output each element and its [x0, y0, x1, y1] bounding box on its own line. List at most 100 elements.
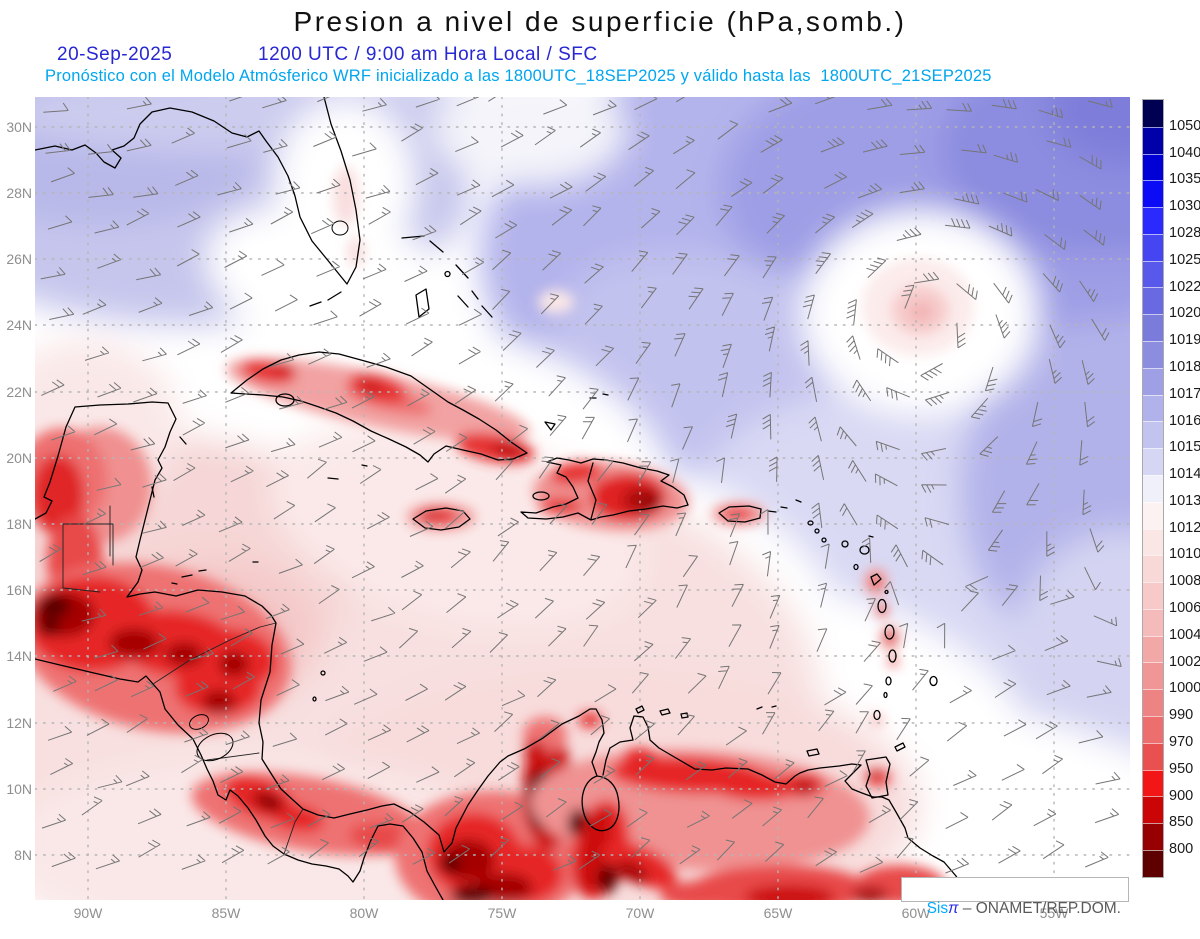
- coast-trinidad: [865, 756, 891, 799]
- colorbar-tick-label: 1010: [1169, 546, 1200, 563]
- coast-caymans: [327, 464, 368, 480]
- colorbar-tick-label: 1025: [1169, 251, 1200, 268]
- colorbar-segment: [1143, 849, 1163, 877]
- colorbar-segment: [1143, 608, 1163, 636]
- colorbar-tick-label: 1002: [1169, 653, 1200, 670]
- colorbar-tick-label: 1017: [1169, 385, 1200, 402]
- colorbar-segment: [1143, 474, 1163, 502]
- colorbar-tick-label: 1019: [1169, 332, 1200, 349]
- colorbar-tick-label: 1028: [1169, 224, 1200, 241]
- colorbar-tick-label: 1016: [1169, 412, 1200, 429]
- colorbar-segment: [1143, 341, 1163, 368]
- lon-tick-label: 80W: [349, 905, 379, 921]
- graticule: [35, 97, 1130, 900]
- colorbar-tick-label: 1004: [1169, 626, 1200, 643]
- lat-tick-label: 28N: [6, 185, 32, 201]
- colorbar-tick-label: 1030: [1169, 198, 1200, 215]
- colorbar-tick-label: 1000: [1169, 680, 1200, 697]
- watermark-rest: – ONAMET/REP.DOM.: [958, 900, 1121, 917]
- wind-barbs: [39, 97, 1122, 874]
- lat-tick-label: 10N: [6, 781, 32, 797]
- colorbar-segment: [1143, 662, 1163, 690]
- colorbar-segment: [1143, 287, 1163, 315]
- colorbar-tick-label: 1015: [1169, 439, 1200, 456]
- colorbar-tick-label: 900: [1169, 787, 1194, 804]
- colorbar-tick-label: 1040: [1169, 144, 1200, 161]
- colorbar-segment: [1143, 367, 1163, 395]
- colorbar-tick-label: 990: [1169, 707, 1194, 724]
- lat-tick-label: 14N: [6, 648, 32, 664]
- lat-tick-label: 20N: [6, 450, 32, 466]
- coast-lake-okeechobee: [331, 220, 349, 236]
- lon-tick-label: 75W: [487, 905, 517, 921]
- coast-jamaica: [412, 507, 471, 531]
- coast-hispaniola: [520, 457, 689, 521]
- colorbar-segment: [1143, 100, 1163, 127]
- lon-tick-label: 90W: [73, 905, 103, 921]
- lat-tick-label: 18N: [6, 516, 32, 532]
- watermark-badge: Sisπ – ONAMET/REP.DOM.: [901, 877, 1129, 917]
- page-title: Presion a nivel de superficie (hPa,somb.…: [293, 6, 907, 37]
- colorbar-segment: [1143, 260, 1163, 288]
- colorbar-tick-label: 1020: [1169, 305, 1200, 322]
- colorbar-tick-label: 1013: [1169, 492, 1200, 509]
- coast-gulf-florida: [35, 97, 361, 307]
- colorbar-segment: [1143, 555, 1163, 583]
- lon-tick-label: 60W: [894, 906, 938, 920]
- coast-bahamas: [401, 235, 609, 431]
- colorbar-tick-label: 1006: [1169, 600, 1200, 617]
- lat-tick-label: 22N: [6, 384, 32, 400]
- colorbar-segment: [1143, 823, 1163, 850]
- colorbar-segment: [1143, 715, 1163, 743]
- colorbar-segment: [1143, 582, 1163, 609]
- colorbar: [1142, 99, 1164, 878]
- lat-tick-label: 24N: [6, 317, 32, 333]
- colorbar-segment: [1143, 796, 1163, 824]
- coast-small-islands: [151, 436, 326, 702]
- lat-tick-label: 26N: [6, 251, 32, 267]
- colorbar-tick-label: 1018: [1169, 358, 1200, 375]
- lon-tick-label: 70W: [625, 905, 655, 921]
- coast-central-america: [35, 401, 969, 900]
- colorbar-segment: [1143, 233, 1163, 261]
- valid-date: 20-Sep-2025: [57, 44, 173, 65]
- colorbar-segment: [1143, 180, 1163, 208]
- colorbar-tick-label: 800: [1169, 841, 1194, 858]
- lat-tick-label: 12N: [6, 715, 32, 731]
- watermark-symbol: π: [948, 900, 959, 917]
- coast-virgin-islands: [767, 499, 874, 571]
- coast-gonave: [532, 491, 550, 501]
- colorbar-segment: [1143, 126, 1163, 154]
- colorbar-segment: [1143, 635, 1163, 663]
- coast-lesser-antilles: [635, 573, 938, 757]
- lat-tick-label: 8N: [14, 847, 32, 863]
- colorbar-segment: [1143, 689, 1163, 716]
- coast-pacific: [35, 658, 444, 900]
- colorbar-segment: [1143, 501, 1163, 529]
- forecast-note: Pronóstico con el Modelo Atmósferico WRF…: [45, 67, 992, 85]
- colorbar-segment: [1143, 528, 1163, 556]
- colorbar-segment: [1143, 421, 1163, 449]
- country-borders: [62, 505, 304, 855]
- colorbar-segment: [1143, 742, 1163, 770]
- colorbar-segment: [1143, 448, 1163, 475]
- colorbar-tick-label: 850: [1169, 814, 1194, 831]
- colorbar-tick-label: 970: [1169, 734, 1194, 751]
- lon-tick-label: 85W: [211, 905, 241, 921]
- colorbar-tick-label: 1012: [1169, 519, 1200, 536]
- colorbar-tick-label: 1035: [1169, 171, 1200, 188]
- coast-isla-juventud: [275, 393, 295, 407]
- valid-time: 1200 UTC / 9:00 am Hora Local / SFC: [258, 44, 598, 65]
- coastlines: [35, 97, 969, 900]
- colorbar-tick-label: 950: [1169, 760, 1194, 777]
- colorbar-segment: [1143, 394, 1163, 422]
- lon-tick-label: 65W: [763, 905, 793, 921]
- colorbar-tick-label: 1050: [1169, 117, 1200, 134]
- lat-tick-label: 30N: [6, 119, 32, 135]
- lon-tick-label: 55W: [1032, 906, 1076, 920]
- colorbar-segment: [1143, 153, 1163, 181]
- colorbar-tick-label: 1022: [1169, 278, 1200, 295]
- colorbar-tick-label: 1008: [1169, 573, 1200, 590]
